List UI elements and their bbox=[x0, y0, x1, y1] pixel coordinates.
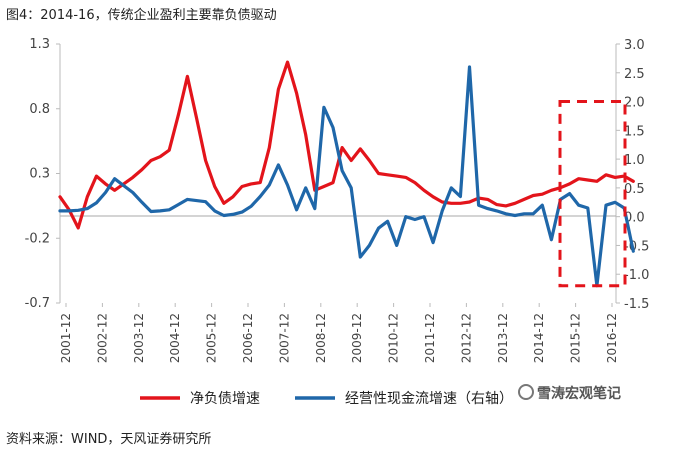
x-tick-label: 2001-12 bbox=[59, 313, 73, 363]
highlight-box bbox=[558, 100, 627, 288]
right-tick-label: 2.0 bbox=[624, 96, 645, 111]
right-tick-label: -0.5 bbox=[624, 239, 649, 254]
x-tick-label: 2009-12 bbox=[350, 313, 364, 363]
x-tick-label: 2011-12 bbox=[423, 313, 437, 363]
series-line-net-debt bbox=[58, 60, 635, 230]
legend-label-net-debt: 净负债增速 bbox=[190, 391, 260, 407]
x-tick-label: 2010-12 bbox=[387, 313, 401, 363]
right-tick-label: -1.5 bbox=[624, 297, 649, 312]
left-tick-label: 0.8 bbox=[29, 102, 50, 117]
x-tick-label: 2003-12 bbox=[132, 313, 146, 363]
x-tick-label: 2008-12 bbox=[314, 313, 328, 363]
right-tick-label: 0.5 bbox=[624, 182, 645, 197]
left-tick-label: 1.3 bbox=[29, 37, 50, 52]
right-tick-label: 1.0 bbox=[624, 153, 645, 168]
x-tick-label: 2007-12 bbox=[277, 313, 291, 363]
x-tick-label: 2012-12 bbox=[459, 313, 473, 363]
x-tick-label: 2015-12 bbox=[569, 313, 583, 363]
right-tick-label: 2.5 bbox=[624, 67, 645, 82]
series-line-cashflow bbox=[58, 65, 635, 288]
x-tick-label: 2006-12 bbox=[241, 313, 255, 363]
wechat-icon bbox=[518, 384, 534, 400]
legend-label-cashflow: 经营性现金流增速（右轴） bbox=[345, 391, 513, 407]
x-tick-label: 2004-12 bbox=[168, 313, 182, 363]
source-note: 资料来源：WIND，天风证券研究所 bbox=[6, 432, 212, 447]
x-tick-label: 2002-12 bbox=[95, 313, 109, 363]
right-tick-label: -1.0 bbox=[624, 268, 649, 283]
x-tick-label: 2005-12 bbox=[205, 313, 219, 363]
left-tick-label: -0.7 bbox=[25, 296, 50, 311]
watermark: 雪涛宏观笔记 bbox=[537, 386, 621, 402]
chart-title: 图4：2014-16，传统企业盈利主要靠负债驱动 bbox=[6, 8, 277, 23]
right-tick-label: 3.0 bbox=[624, 38, 645, 53]
right-tick-label: 1.5 bbox=[624, 124, 645, 139]
left-tick-label: -0.2 bbox=[25, 231, 50, 246]
x-tick-label: 2013-12 bbox=[496, 313, 510, 363]
x-tick-label: 2014-12 bbox=[532, 313, 546, 363]
right-tick-label: 0.0 bbox=[624, 211, 645, 226]
left-tick-label: 0.3 bbox=[29, 167, 50, 182]
x-tick-label: 2016-12 bbox=[605, 313, 619, 363]
